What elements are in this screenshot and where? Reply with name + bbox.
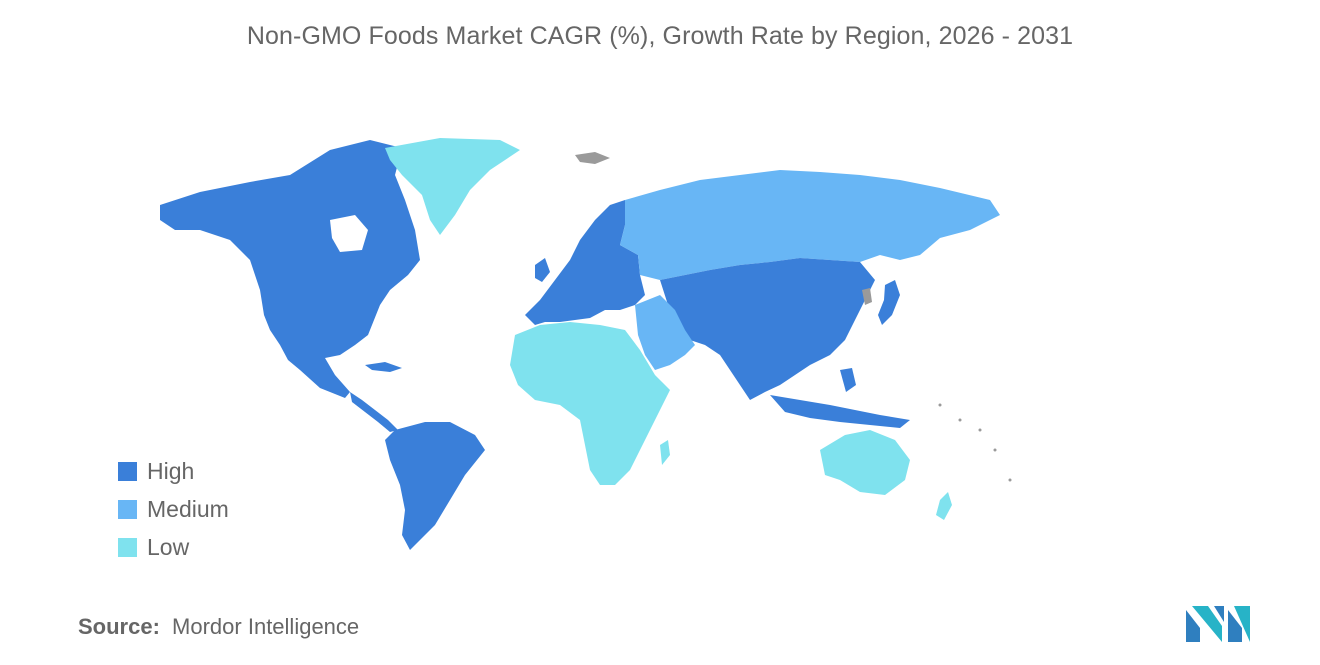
region-europe — [525, 200, 645, 325]
source-label: Source: — [78, 614, 160, 639]
legend-label-high: High — [147, 457, 195, 484]
source-line: Source: Mordor Intelligence — [78, 614, 359, 640]
legend-item-low: Low — [118, 528, 229, 566]
region-australia — [820, 430, 910, 495]
region-asia — [660, 258, 875, 400]
legend-label-low: Low — [147, 533, 190, 560]
map-legend: High Medium Low — [118, 452, 229, 566]
legend-swatch-high — [118, 461, 137, 481]
source-value: Mordor Intelligence — [172, 614, 360, 639]
legend-item-medium: Medium — [118, 490, 229, 528]
legend-item-high: High — [118, 452, 229, 490]
region-africa — [510, 322, 670, 485]
region-greenland — [385, 138, 520, 235]
region-north-america — [160, 140, 420, 398]
region-russia — [620, 170, 1000, 280]
legend-swatch-medium — [118, 499, 137, 519]
region-central-america — [350, 392, 398, 432]
mordor-intelligence-logo — [1186, 606, 1250, 642]
chart-title: Non-GMO Foods Market CAGR (%), Growth Ra… — [246, 22, 1074, 50]
region-middle-east — [635, 295, 695, 370]
legend-swatch-low — [118, 537, 137, 557]
region-south-america — [385, 422, 485, 550]
world-map — [160, 138, 1012, 550]
legend-label-medium: Medium — [147, 495, 229, 522]
